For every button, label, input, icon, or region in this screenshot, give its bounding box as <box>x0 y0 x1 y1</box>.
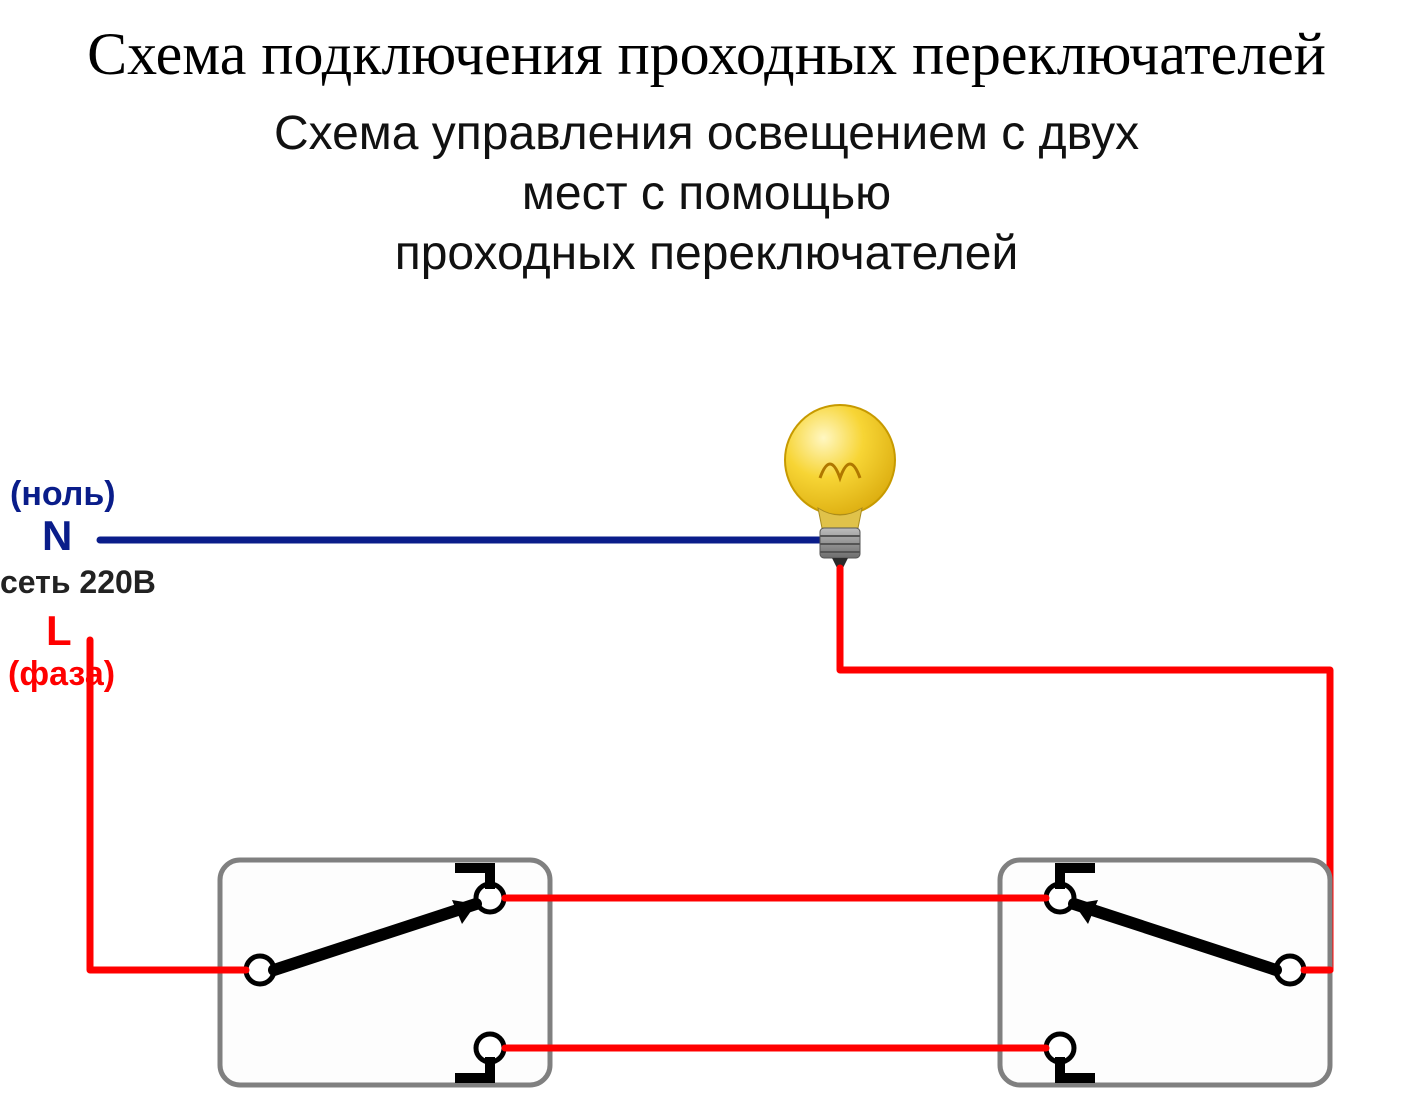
page-title: Схема подключения проходных переключател… <box>0 0 1413 90</box>
subtitle-line-1: Схема управления освещением с двух <box>0 104 1413 164</box>
subtitle-line-3: проходных переключателей <box>0 224 1413 284</box>
subtitle-line-2: мест с помощью <box>0 164 1413 224</box>
switch-1 <box>220 860 550 1085</box>
page-subtitle: Схема управления освещением с двух мест … <box>0 90 1413 284</box>
wiring-diagram: (ноль) N сеть 220В L (фаза) 1 2 <box>0 380 1413 1110</box>
switch-2 <box>1000 860 1330 1085</box>
lightbulb-icon <box>785 405 895 570</box>
diagram-svg <box>0 380 1413 1110</box>
